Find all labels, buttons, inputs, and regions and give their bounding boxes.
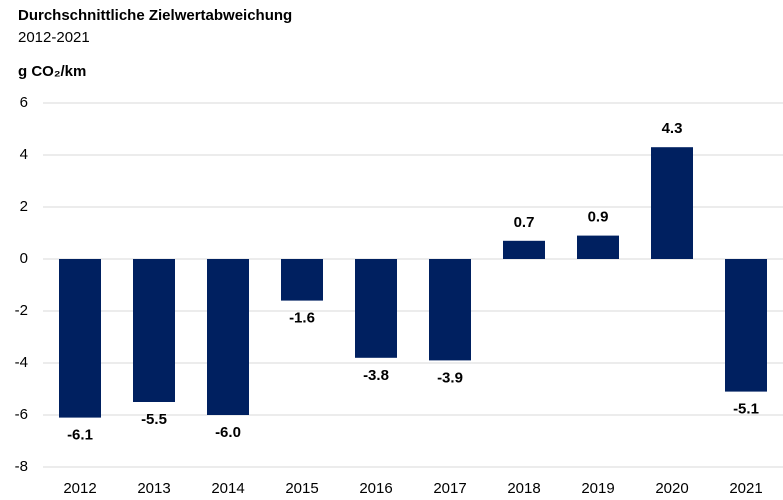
data-label: -1.6 <box>289 310 315 327</box>
x-tick-label: 2016 <box>359 480 392 497</box>
bar <box>133 259 175 402</box>
bar <box>281 259 323 301</box>
data-label: -5.1 <box>733 401 759 418</box>
data-label: -6.0 <box>215 424 241 441</box>
data-label: 0.9 <box>588 209 609 226</box>
bar <box>207 259 249 415</box>
y-tick-label: -8 <box>15 458 28 475</box>
bar <box>59 259 101 418</box>
bar <box>651 147 693 259</box>
y-tick-label: -4 <box>15 354 28 371</box>
bar <box>725 259 767 392</box>
y-tick-label: 0 <box>20 250 28 267</box>
data-label: 0.7 <box>514 214 535 231</box>
bar <box>355 259 397 358</box>
y-tick-label: -6 <box>15 406 28 423</box>
data-label: -6.1 <box>67 427 93 444</box>
y-tick-label: 4 <box>20 146 28 163</box>
x-tick-label: 2021 <box>729 480 762 497</box>
x-tick-label: 2018 <box>507 480 540 497</box>
y-tick-label: -2 <box>15 302 28 319</box>
x-tick-label: 2017 <box>433 480 466 497</box>
x-tick-label: 2012 <box>63 480 96 497</box>
x-tick-label: 2014 <box>211 480 244 497</box>
y-tick-label: 6 <box>20 94 28 111</box>
x-tick-label: 2020 <box>655 480 688 497</box>
y-axis-label: g CO₂/km <box>18 63 86 80</box>
bar <box>577 235 619 259</box>
data-label: 4.3 <box>662 120 683 137</box>
bar <box>429 259 471 361</box>
y-tick-label: 2 <box>20 198 28 215</box>
data-label: -3.8 <box>363 367 389 384</box>
chart-title: Durchschnittliche Zielwertabweichung <box>18 7 292 24</box>
x-tick-label: 2019 <box>581 480 614 497</box>
x-tick-label: 2015 <box>285 480 318 497</box>
data-label: -5.5 <box>141 411 167 428</box>
bar <box>503 240 545 259</box>
x-tick-label: 2013 <box>137 480 170 497</box>
data-label: -3.9 <box>437 369 463 386</box>
chart-subtitle: 2012-2021 <box>18 29 90 46</box>
